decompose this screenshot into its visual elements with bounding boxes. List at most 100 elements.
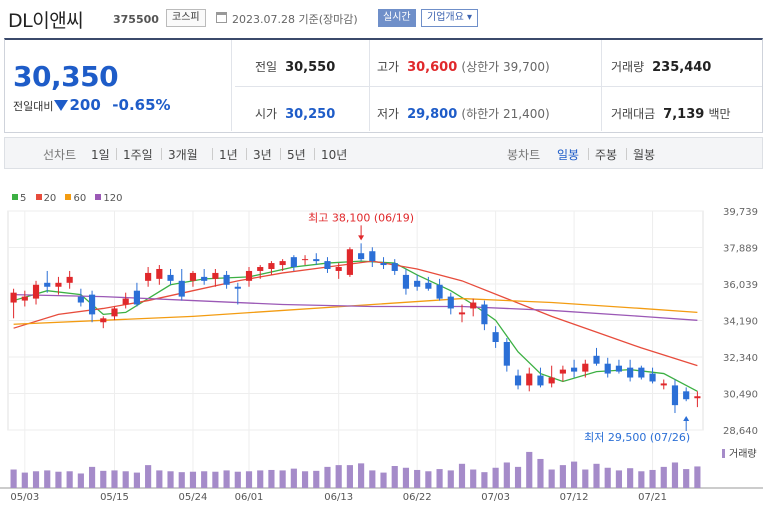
volume-bar: [55, 471, 62, 488]
candle-body: [145, 272, 152, 281]
volume-bar: [346, 465, 353, 488]
candle-body: [425, 282, 432, 289]
candle-body: [683, 391, 690, 400]
volume-bar: [335, 465, 342, 488]
volume-bar: [683, 469, 690, 488]
volume-bar: [10, 469, 17, 488]
candle-body: [694, 396, 701, 399]
candle-body: [279, 261, 286, 266]
line-chart-label: 선차트: [43, 148, 77, 162]
candle-body: [391, 263, 398, 271]
volume-bar: [694, 466, 701, 488]
volume-bar: [582, 469, 589, 488]
volume-bar: [604, 467, 611, 488]
candle-body: [212, 272, 219, 279]
volume-bar: [100, 470, 107, 488]
candle-body: [156, 268, 163, 279]
volume-bar: [223, 470, 230, 488]
open-price: 시가 30,250: [255, 107, 336, 122]
candle-body: [335, 267, 342, 271]
volume-bar: [380, 472, 387, 488]
volume-bar: [425, 471, 432, 488]
y-tick-label: 37,889: [723, 244, 758, 255]
candle-chart-label: 봉차트: [507, 148, 541, 162]
tab-1y[interactable]: 1년: [219, 148, 238, 162]
high-arrow-head: [358, 235, 365, 241]
legend-ma20: 20: [35, 193, 56, 204]
candle-body: [223, 274, 230, 285]
candle-body: [604, 363, 611, 374]
candle-body: [660, 383, 667, 386]
candle-body: [492, 332, 499, 342]
volume-bar: [615, 470, 623, 488]
volume-bar: [436, 469, 443, 488]
volume-bar: [111, 470, 118, 488]
low-annotation: 최저 29,500 (07/26): [584, 431, 690, 444]
volume-legend-swatch: [722, 449, 725, 458]
stock-header: DL이앤씨 375500 코스피 2023.07.28 기준(장마감) 실시간 …: [0, 0, 763, 38]
change-percent: -0.65%: [112, 96, 171, 114]
candle-body: [649, 373, 656, 382]
volume-bar: [470, 469, 477, 488]
stock-code: 375500: [113, 13, 159, 26]
realtime-button[interactable]: 실시간: [378, 9, 416, 27]
candle-body: [514, 375, 522, 386]
stock-name: DL이앤씨: [8, 10, 84, 32]
candle-body: [503, 341, 510, 366]
volume-label: 거래량: [729, 448, 757, 460]
candle-body: [559, 369, 566, 374]
candle-body: [458, 312, 466, 315]
volume-bar: [178, 472, 185, 488]
volume-bar: [21, 472, 28, 488]
price-summary: 30,350 전일대비 200 -0.65% 전일 30,550 시가 30,250 …: [4, 38, 763, 133]
candle-body: [414, 280, 421, 287]
volume-bar: [671, 462, 679, 488]
candle-body: [671, 385, 679, 406]
volume-bar: [189, 471, 197, 488]
corp-info-dropdown[interactable]: 기업개요 ▾: [421, 9, 478, 27]
low-price: 저가 29,800 (하한가 21,400): [377, 107, 550, 122]
candle-body: [88, 294, 96, 315]
tab-monthly[interactable]: 월봉: [633, 148, 656, 162]
legend-ma120: 120: [95, 193, 123, 204]
volume-bar: [660, 466, 667, 488]
volume-bar: [66, 471, 73, 488]
volume-bar: [503, 462, 510, 488]
legend-ma60: 60: [65, 193, 86, 204]
tab-1w[interactable]: 1주일: [123, 148, 153, 162]
change-label: 전일대비: [13, 100, 54, 113]
volume-bar: [481, 472, 488, 488]
candle-body: [548, 377, 555, 384]
candle-body: [615, 365, 623, 372]
volume-bar: [369, 470, 376, 488]
volume-bar: [212, 471, 219, 488]
volume-bar: [649, 469, 656, 488]
tab-5y[interactable]: 5년: [287, 148, 306, 162]
volume-bar: [492, 467, 499, 488]
candle-body: [402, 274, 410, 289]
candle-body: [201, 276, 208, 281]
candle-body: [234, 286, 241, 289]
volume-bar: [571, 461, 578, 488]
ma-legend: 5 20 60 120: [12, 193, 129, 204]
x-tick-label: 07/21: [638, 492, 667, 503]
volume: 거래량 235,440: [611, 60, 712, 75]
volume-bar: [257, 470, 264, 488]
candle-body: [537, 375, 544, 386]
tab-daily[interactable]: 일봉: [557, 148, 580, 162]
volume-bar: [32, 471, 40, 488]
volume-bar: [548, 469, 555, 488]
tab-10y[interactable]: 10년: [321, 148, 348, 162]
candle-body: [290, 257, 297, 268]
tab-weekly[interactable]: 주봉: [595, 148, 618, 162]
change-row: 전일대비 200 -0.65%: [13, 96, 171, 114]
volume-bar: [88, 466, 96, 488]
volume-bar: [402, 467, 410, 488]
volume-bar: [133, 472, 140, 488]
tab-1d[interactable]: 1일: [91, 148, 110, 162]
tab-3y[interactable]: 3년: [253, 148, 272, 162]
tab-3m[interactable]: 3개월: [168, 148, 198, 162]
volume-bar: [279, 470, 286, 488]
candle-body: [122, 298, 129, 305]
calendar-icon: [216, 12, 227, 23]
